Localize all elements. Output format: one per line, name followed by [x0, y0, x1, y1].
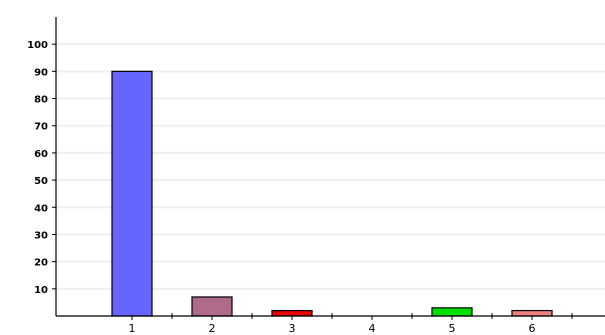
bar-2 [191, 296, 233, 317]
y-tick-label: 100 [27, 40, 48, 51]
bar-1 [111, 70, 153, 317]
y-tick-label: 40 [34, 203, 48, 214]
y-tick-label: 50 [34, 176, 48, 187]
x-tick-label: 5 [449, 322, 456, 335]
x-tick-label: 4 [369, 322, 376, 335]
y-tick-label: 70 [34, 122, 48, 133]
bar-5 [431, 307, 473, 317]
x-tick-label: 2 [209, 322, 216, 335]
bars [111, 70, 553, 317]
bar-6 [511, 309, 553, 317]
y-tick-label: 80 [34, 95, 48, 106]
y-axis-ticks: 10 20 30 40 50 60 70 80 90 100 [27, 40, 56, 296]
x-tick-label: 6 [529, 322, 536, 335]
y-tick-label: 20 [34, 258, 48, 269]
y-tick-label: 10 [34, 285, 48, 296]
x-tick-label: 1 [129, 322, 136, 335]
y-tick-label: 90 [34, 67, 48, 78]
y-tick-label: 60 [34, 149, 48, 160]
y-tick-label: 30 [34, 230, 48, 241]
x-tick-label: 3 [289, 322, 296, 335]
bar-3 [271, 309, 313, 317]
